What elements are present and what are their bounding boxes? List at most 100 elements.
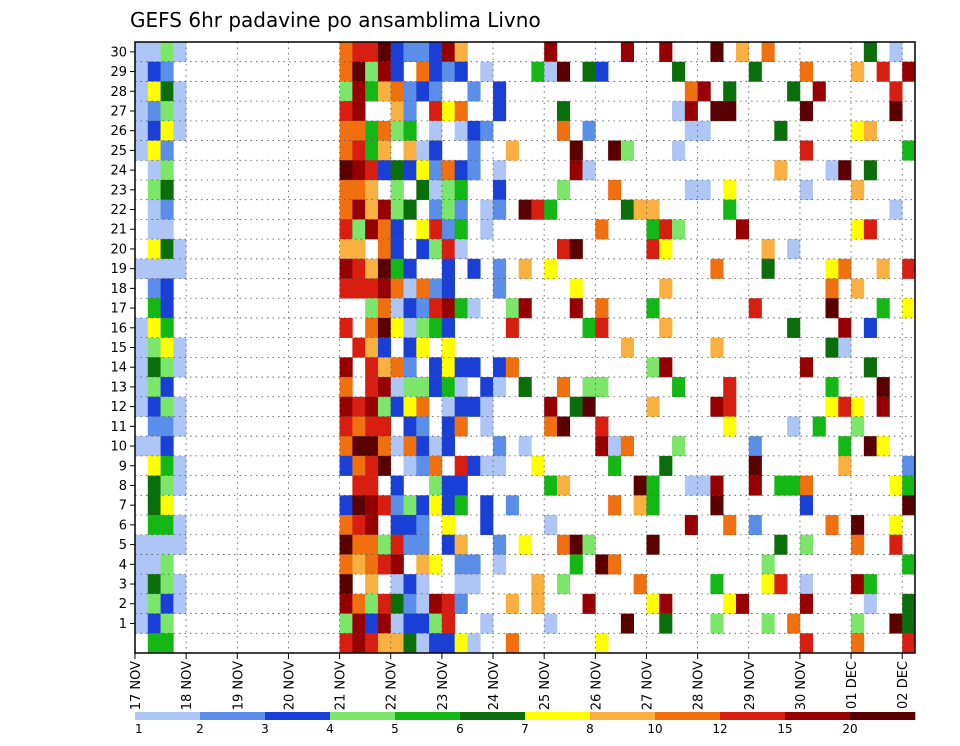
heatmap-cell (390, 534, 404, 555)
x-tick-label: 28 NOV (692, 661, 707, 710)
heatmap-cell (429, 495, 443, 516)
heatmap-cell (339, 534, 353, 555)
heatmap-cell (838, 317, 852, 338)
y-tick-label: 16 (110, 321, 127, 336)
heatmap-cell (352, 140, 366, 161)
heatmap-cell (902, 593, 916, 614)
heatmap-cell (710, 42, 724, 63)
x-tick-label: 21 NOV (334, 661, 349, 710)
heatmap-cell (147, 436, 161, 457)
heatmap-cell (352, 436, 366, 457)
heatmap-cell (160, 219, 174, 240)
heatmap-cell (390, 258, 404, 279)
heatmap-cell (441, 278, 455, 299)
heatmap-cell (454, 160, 468, 181)
heatmap-cell (851, 396, 865, 417)
heatmap-cell (390, 278, 404, 299)
heatmap-cell (147, 61, 161, 82)
heatmap-cell (556, 239, 571, 260)
grid-lines (134, 42, 915, 653)
heatmap-cell (735, 593, 750, 614)
heatmap-cell (352, 554, 366, 575)
heatmap-cell (684, 81, 698, 102)
heatmap-cell (339, 219, 353, 240)
heatmap-cell (441, 436, 455, 457)
heatmap-cell (799, 633, 814, 654)
heatmap-cell (569, 239, 583, 260)
heatmap-cell (799, 495, 814, 516)
heatmap-cell (377, 416, 392, 437)
heatmap-cell (672, 140, 686, 161)
heatmap-cell (723, 81, 737, 102)
heatmap-cell (390, 179, 404, 200)
heatmap-cell (390, 298, 404, 319)
heatmap-cell (838, 436, 852, 457)
heatmap-cell (505, 495, 519, 516)
heatmap-cell (429, 160, 443, 181)
heatmap-cell (902, 633, 916, 654)
heatmap-cell (352, 258, 366, 279)
heatmap-cell (147, 377, 161, 398)
heatmap-cell (659, 357, 673, 378)
heatmap-cell (160, 298, 174, 319)
heatmap-cell (147, 160, 161, 181)
heatmap-cell (441, 357, 455, 378)
heatmap-cell (480, 219, 494, 240)
heatmap-cell (390, 436, 404, 457)
heatmap-cell (352, 593, 366, 614)
heatmap-cell (825, 396, 839, 417)
heatmap-cell (403, 515, 417, 536)
heatmap-cell (339, 377, 353, 398)
y-tick-label: 11 (110, 420, 127, 435)
heatmap-cell (365, 179, 379, 200)
heatmap-cell (339, 455, 353, 476)
heatmap-cell (863, 574, 877, 595)
heatmap-cell (352, 120, 366, 141)
heatmap-cell (620, 199, 634, 220)
heatmap-cell (147, 396, 161, 417)
heatmap-cell (365, 81, 379, 102)
heatmap-cell (390, 633, 404, 654)
heatmap-cell (135, 357, 149, 378)
heatmap-cell (774, 120, 788, 141)
heatmap-cell (365, 377, 379, 398)
y-tick-label: 2 (119, 597, 127, 612)
heatmap-cell (787, 239, 801, 260)
heatmap-cell (160, 42, 174, 63)
heatmap-cell (135, 436, 149, 457)
heatmap-cell (339, 81, 353, 102)
heatmap-cell (429, 239, 443, 260)
heatmap-cell (556, 120, 571, 141)
heatmap-cell (659, 613, 673, 634)
heatmap-cell (365, 258, 379, 279)
heatmap-cell (544, 61, 558, 82)
heatmap-cell (659, 278, 673, 299)
x-tick-label: 01 DEC (845, 661, 860, 709)
heatmap-cell (556, 179, 571, 200)
heatmap-cell (135, 396, 149, 417)
heatmap-cell (365, 633, 379, 654)
heatmap-cell (416, 219, 430, 240)
heatmap-cell (544, 613, 558, 634)
heatmap-cell (135, 534, 149, 555)
heatmap-cell (339, 317, 353, 338)
heatmap-cell (160, 455, 174, 476)
heatmap-cell (454, 475, 468, 496)
heatmap-cell (147, 317, 161, 338)
heatmap-cell (799, 179, 814, 200)
heatmap-cell (160, 495, 174, 516)
heatmap-cell (416, 455, 430, 476)
heatmap-cell (454, 101, 468, 122)
heatmap-cell (352, 396, 366, 417)
heatmap-cell (352, 633, 366, 654)
colorbar-swatch (395, 712, 461, 720)
heatmap-cell (173, 258, 187, 279)
heatmap-cell (493, 160, 507, 181)
heatmap-cell (339, 357, 353, 378)
heatmap-cell (365, 317, 379, 338)
heatmap-cell (352, 337, 366, 358)
heatmap-cell (851, 515, 865, 536)
heatmap-cell (454, 416, 468, 437)
